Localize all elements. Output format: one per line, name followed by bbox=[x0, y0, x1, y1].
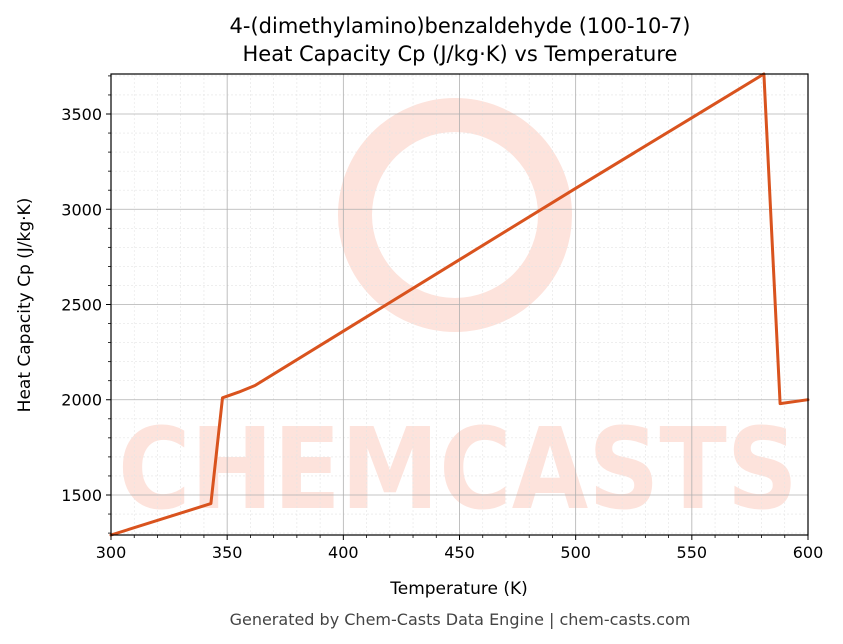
watermark-ring bbox=[338, 98, 572, 332]
chart-title-line1: 4-(dimethylamino)benzaldehyde (100-10-7) bbox=[230, 14, 691, 38]
x-tick-label: 350 bbox=[212, 543, 243, 562]
x-axis-label: Temperature (K) bbox=[389, 579, 528, 599]
y-axis-label: Heat Capacity Cp (J/kg·K) bbox=[15, 198, 35, 413]
series-line bbox=[109, 72, 810, 537]
y-tick-label: 3000 bbox=[61, 200, 102, 219]
y-axis-ticks: 1500 2000 2500 3000 3500 bbox=[61, 75, 111, 534]
chart-title-line2: Heat Capacity Cp (J/kg·K) vs Temperature bbox=[243, 42, 678, 66]
watermark-logo: CHEMCASTS bbox=[118, 98, 798, 535]
watermark-text: CHEMCASTS bbox=[118, 405, 798, 535]
x-tick-label: 500 bbox=[560, 543, 591, 562]
x-tick-label: 300 bbox=[96, 543, 127, 562]
y-tick-label: 2000 bbox=[61, 391, 102, 410]
plot-area: CHEMCASTS bbox=[109, 72, 810, 537]
footer-credit: Generated by Chem-Casts Data Engine | ch… bbox=[230, 610, 691, 629]
x-tick-label: 450 bbox=[444, 543, 475, 562]
y-tick-label: 3500 bbox=[61, 105, 102, 124]
x-axis-ticks: 300 350 400 450 500 550 600 bbox=[96, 535, 824, 562]
x-tick-label: 550 bbox=[677, 543, 708, 562]
x-tick-label: 600 bbox=[793, 543, 824, 562]
series-layer bbox=[109, 72, 810, 537]
y-tick-label: 1500 bbox=[61, 486, 102, 505]
x-tick-label: 400 bbox=[328, 543, 359, 562]
y-tick-label: 2500 bbox=[61, 296, 102, 315]
